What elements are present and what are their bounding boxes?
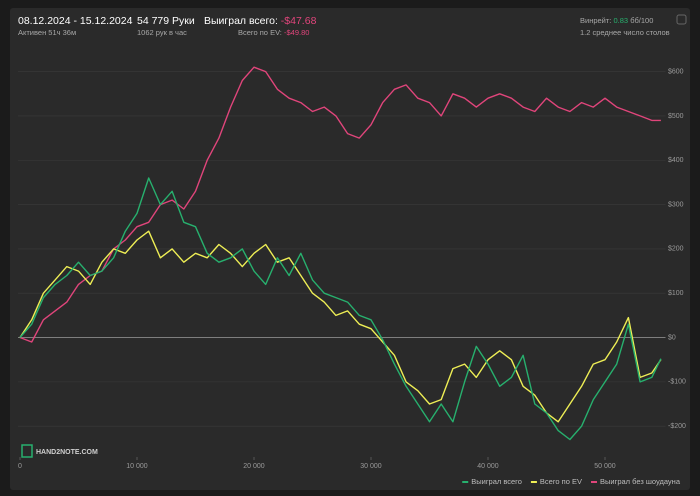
legend-label: Выиграл всего [471, 477, 522, 486]
x-tick-label: 30 000 [360, 463, 382, 470]
logo-icon [21, 444, 33, 458]
won-label: Выиграл всего: [204, 15, 278, 27]
hands-per-hour: 1062 рук в час [137, 28, 187, 37]
winrate-unit: бб/100 [630, 16, 653, 25]
series-line [19, 177, 662, 441]
y-tick-label: -$200 [668, 423, 686, 430]
x-tick-label: 50 000 [594, 463, 616, 470]
logo-text: HAND2NOTE.COM [36, 449, 98, 456]
legend: Выиграл всего Всего по EV Выиграл без шоуд… [462, 477, 681, 486]
y-tick-label: $300 [668, 201, 684, 208]
winrate: Винрейт: 0.83 бб/100 [580, 16, 653, 25]
x-tick-label: 0 [18, 463, 22, 470]
legend-label: Всего по EV [540, 477, 582, 486]
active-time: Активен 51ч 36м [18, 28, 76, 37]
ev-value: -$49.80 [284, 28, 309, 37]
y-tick-label: $400 [668, 157, 684, 164]
x-tick-label: 40 000 [477, 463, 499, 470]
series-line [19, 230, 662, 423]
y-tick-label: $0 [668, 334, 676, 341]
hands: 54 779 Руки [137, 15, 195, 27]
ev-label: Всего по EV: [238, 28, 282, 37]
won-total: Выиграл всего: -$47.68 [204, 15, 317, 27]
y-tick-label: $100 [668, 290, 684, 297]
legend-label: Выиграл без шоудауна [600, 477, 681, 486]
x-tick-label: 10 000 [126, 463, 148, 470]
y-tick-label: $500 [668, 113, 684, 120]
y-tick-label: $200 [668, 246, 684, 253]
won-value: -$47.68 [281, 15, 317, 27]
winrate-label: Винрейт: [580, 16, 611, 25]
avg-tables: 1.2 среднее число столов [580, 28, 670, 37]
y-tick-label: $600 [668, 68, 684, 75]
ev-total: Всего по EV: -$49.80 [238, 28, 309, 37]
settings-button[interactable] [676, 14, 687, 25]
y-tick-label: -$100 [668, 379, 686, 386]
series-line [19, 66, 661, 343]
period: 08.12.2024 - 15.12.2024 [18, 15, 133, 27]
x-tick-label: 20 000 [243, 463, 265, 470]
logo: HAND2NOTE.COM [21, 444, 98, 458]
winrate-value: 0.83 [613, 16, 628, 25]
